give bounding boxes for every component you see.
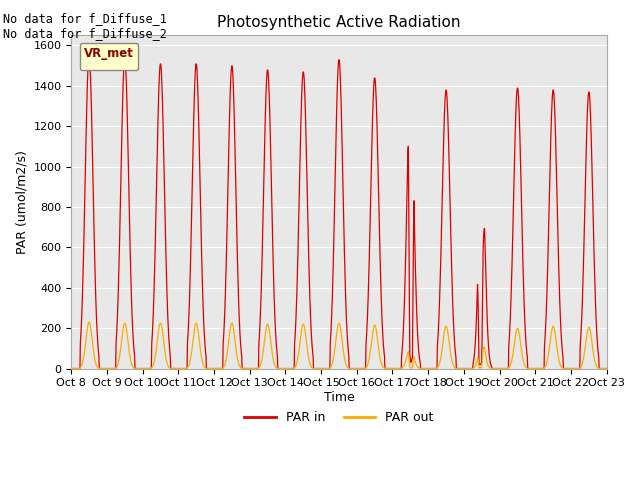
Y-axis label: PAR (umol/m2/s): PAR (umol/m2/s) [15, 150, 28, 254]
Text: No data for f_Diffuse_1
No data for f_Diffuse_2: No data for f_Diffuse_1 No data for f_Di… [3, 12, 167, 40]
Title: Photosynthetic Active Radiation: Photosynthetic Active Radiation [217, 15, 461, 30]
X-axis label: Time: Time [324, 391, 355, 404]
Legend: PAR in, PAR out: PAR in, PAR out [239, 406, 438, 429]
